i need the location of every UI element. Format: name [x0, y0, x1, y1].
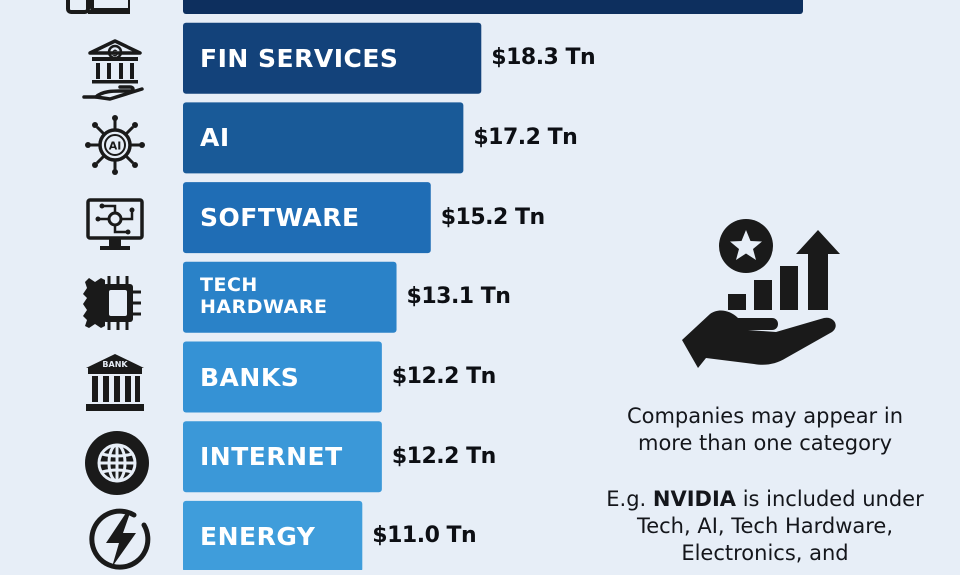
hand-growth-chart-star-icon — [682, 219, 840, 368]
example-line-3: Electronics, and — [681, 541, 849, 565]
bar-value-label: $17.2 Tn — [473, 124, 578, 150]
bar-tech-hardware — [183, 261, 397, 333]
tech-hardware-chip-icon — [83, 276, 141, 330]
internet-globe-icon — [85, 431, 149, 495]
devices-icon — [66, 0, 130, 14]
bar-value-label: $13.1 Tn — [406, 284, 511, 310]
bar-category-label: FIN SERVICES — [200, 43, 399, 73]
note-line-1: Companies may appear in — [626, 404, 904, 428]
bar-value-label: $12.2 Tn — [391, 364, 496, 389]
bank-icon-text: BANK — [102, 360, 128, 369]
bar-value-label: $12.2 Tn — [391, 443, 496, 469]
energy-bolt-icon — [89, 508, 151, 570]
bar-top — [183, 0, 803, 14]
svg-text:$: $ — [112, 49, 118, 59]
note-line-2: more than one category — [637, 431, 893, 455]
example-prefix: E.g. — [606, 487, 653, 511]
ai-chip-icon: AI — [85, 115, 145, 175]
bar-software — [183, 182, 431, 254]
ai-icon-text: AI — [109, 140, 122, 153]
example-line-1: E.g. NVIDIA is included under — [590, 486, 940, 513]
bar-banks — [183, 341, 382, 413]
bar-fin-services — [183, 22, 482, 94]
bar-category-label: SOFTWARE — [200, 203, 360, 233]
bar-energy — [183, 500, 363, 570]
bar-ai — [183, 102, 464, 174]
bar-value-label: $18.3 Tn — [491, 45, 596, 71]
bar-category-label: AI — [200, 123, 230, 153]
software-monitor-icon — [86, 198, 144, 250]
bar-category-label: ENERGY — [200, 521, 316, 551]
example-brand: NVIDIA — [652, 487, 737, 511]
example-line-2: Tech, AI, Tech Hardware, — [636, 514, 894, 538]
bank-icon: BANK — [86, 354, 144, 411]
bar-value-label: $11.0 Tn — [372, 523, 477, 549]
bar-value-label: $15.2 Tn — [440, 204, 545, 230]
bar-category-label: TECH HARDWARE — [200, 274, 328, 319]
example-rest: is included under — [736, 487, 924, 511]
bar-category-label: INTERNET — [200, 442, 343, 472]
bar-category-label: BANKS — [200, 362, 300, 392]
bar-internet — [183, 421, 382, 493]
financial-services-icon: $ — [82, 39, 144, 101]
